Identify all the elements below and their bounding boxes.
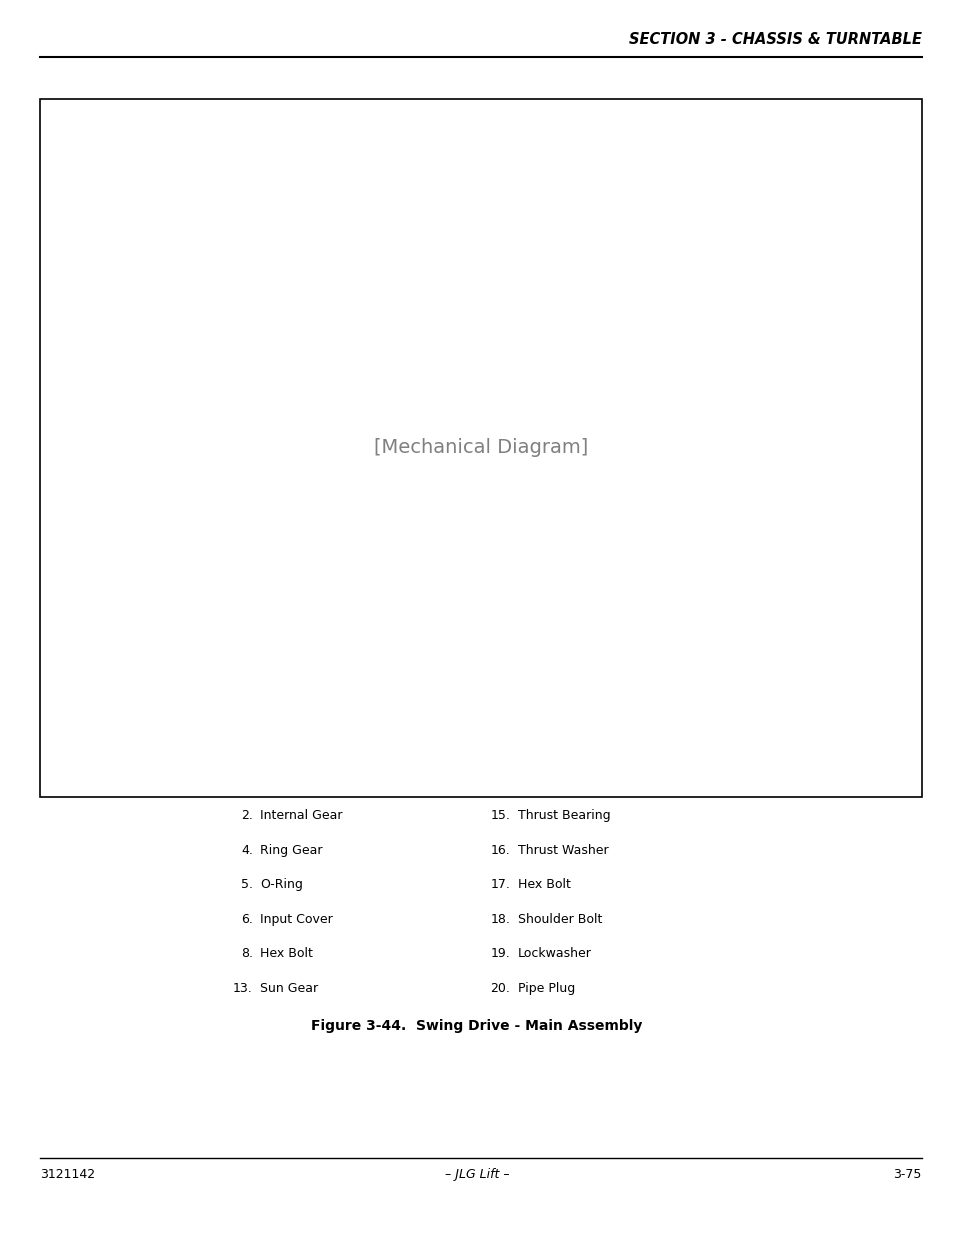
Text: Sun Gear: Sun Gear (260, 982, 318, 995)
Text: Shoulder Bolt: Shoulder Bolt (517, 913, 601, 926)
Text: 20.: 20. (490, 982, 510, 995)
Text: 4.: 4. (241, 844, 253, 857)
Text: 3121142: 3121142 (40, 1168, 95, 1182)
Text: Thrust Bearing: Thrust Bearing (517, 809, 610, 823)
Text: [Mechanical Diagram]: [Mechanical Diagram] (374, 438, 587, 457)
Text: 5.: 5. (240, 878, 253, 892)
Text: Input Cover: Input Cover (260, 913, 333, 926)
Text: Thrust Washer: Thrust Washer (517, 844, 608, 857)
Text: 19.: 19. (490, 947, 510, 961)
Text: Figure 3-44.  Swing Drive - Main Assembly: Figure 3-44. Swing Drive - Main Assembly (311, 1019, 642, 1032)
Text: 6.: 6. (241, 913, 253, 926)
Text: – JLG Lift –: – JLG Lift – (444, 1168, 509, 1182)
Text: Pipe Plug: Pipe Plug (517, 982, 575, 995)
Text: 16.: 16. (490, 844, 510, 857)
Bar (40, 99, 921, 797)
Text: Ring Gear: Ring Gear (260, 844, 323, 857)
Text: 3-75: 3-75 (892, 1168, 921, 1182)
Text: SECTION 3 - CHASSIS & TURNTABLE: SECTION 3 - CHASSIS & TURNTABLE (628, 32, 921, 47)
Text: Hex Bolt: Hex Bolt (260, 947, 313, 961)
Text: Hex Bolt: Hex Bolt (517, 878, 570, 892)
Text: 15.: 15. (490, 809, 510, 823)
Text: 2.: 2. (241, 809, 253, 823)
Text: 17.: 17. (490, 878, 510, 892)
Text: O-Ring: O-Ring (260, 878, 303, 892)
Text: 8.: 8. (240, 947, 253, 961)
Text: Internal Gear: Internal Gear (260, 809, 342, 823)
Text: Lockwasher: Lockwasher (517, 947, 591, 961)
Text: 13.: 13. (233, 982, 253, 995)
Text: 18.: 18. (490, 913, 510, 926)
